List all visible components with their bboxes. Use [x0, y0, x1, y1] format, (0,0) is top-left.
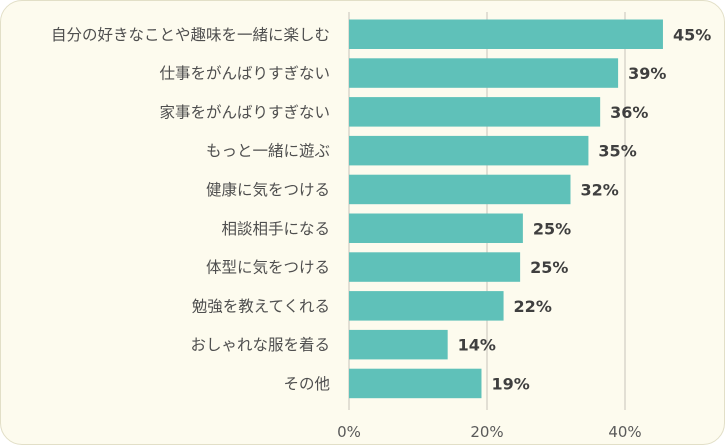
value-labels: 45% 39% 36% 35% 32% 25% 25% 22% 14% 19% [458, 25, 712, 393]
bar [349, 58, 619, 88]
bars [349, 19, 663, 399]
category-labels: 自分の好きなことや趣味を一緒に楽しむ仕事をがんばりすぎない家事をがんばりすぎない… [51, 26, 330, 393]
bar [349, 329, 448, 360]
category-label: その他 [283, 375, 330, 393]
category-label: おしゃれな服を着る [190, 336, 330, 354]
value-label: 14% [458, 336, 496, 355]
bar [349, 135, 589, 166]
x-tick-label: 20% [470, 423, 503, 441]
value-label: 25% [533, 219, 571, 238]
value-label: 32% [580, 180, 618, 199]
value-label: 39% [628, 64, 666, 83]
value-label: 35% [598, 142, 636, 161]
value-label: 45% [673, 25, 711, 44]
x-axis-ticks: 0% 20% 40% [337, 423, 642, 441]
category-label: 自分の好きなことや趣味を一緒に楽しむ [51, 26, 330, 44]
bar [349, 368, 482, 399]
category-label: 相談相手になる [221, 220, 330, 238]
bar [349, 252, 521, 282]
category-label: もっと一緒に遊ぶ [206, 142, 330, 160]
bar [349, 213, 523, 243]
value-label: 19% [491, 374, 529, 393]
bar [349, 291, 504, 321]
value-label: 25% [530, 258, 568, 277]
x-tick-label: 0% [337, 423, 361, 441]
x-tick-label: 40% [608, 423, 641, 441]
category-label: 体型に気をつける [206, 259, 330, 277]
bar [349, 19, 663, 49]
bar [349, 97, 601, 127]
category-label: 健康に気をつける [206, 181, 330, 199]
value-label: 36% [610, 103, 648, 122]
category-label: 家事をがんばりすぎない [159, 103, 330, 121]
bar [349, 174, 571, 205]
category-label: 勉強を教えてくれる [192, 297, 330, 315]
category-label: 仕事をがんばりすぎない [159, 65, 330, 83]
value-label: 22% [514, 297, 552, 316]
